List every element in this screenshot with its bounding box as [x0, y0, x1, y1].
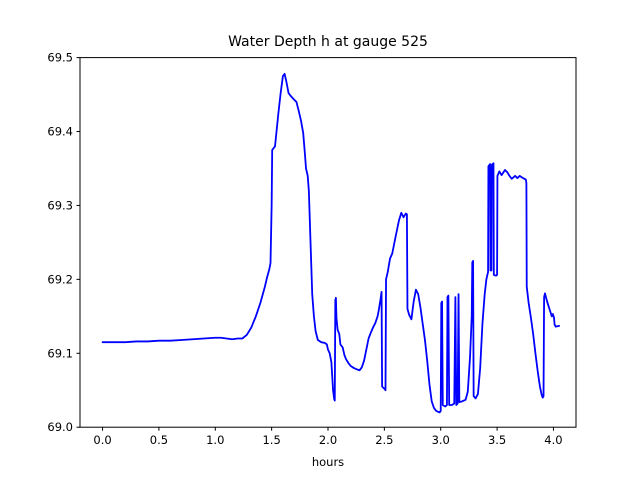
x-tick-label: 3.0	[432, 433, 450, 447]
x-tick-label: 2.0	[319, 433, 337, 447]
y-tick-label: 69.2	[47, 272, 73, 286]
chart-title: Water Depth h at gauge 525	[228, 34, 428, 50]
data-line	[101, 72, 560, 414]
x-tick-label: 4.0	[544, 433, 562, 447]
x-tick-label: 1.5	[262, 433, 280, 447]
x-axis-label: hours	[312, 455, 344, 469]
x-tick-label: 0.0	[93, 433, 111, 447]
axes: 0.0 0.5 1.0 1.5 2.0 2.5 3.0 3.5 4.0 69.0 69.1 69.2 6…	[47, 51, 577, 447]
axis-spine	[79, 57, 577, 428]
x-tick-label: 0.5	[150, 433, 168, 447]
y-tick-label: 69.3	[47, 198, 73, 212]
x-tick-label: 3.5	[488, 433, 506, 447]
y-tick-label: 69.4	[47, 125, 73, 139]
y-tick-label: 69.5	[47, 51, 73, 65]
y-tick-label: 69.0	[47, 420, 73, 434]
data-line-group	[101, 72, 560, 414]
y-tick-label: 69.1	[47, 346, 73, 360]
x-tick-label: 1.0	[206, 433, 224, 447]
x-tick-label: 2.5	[375, 433, 393, 447]
